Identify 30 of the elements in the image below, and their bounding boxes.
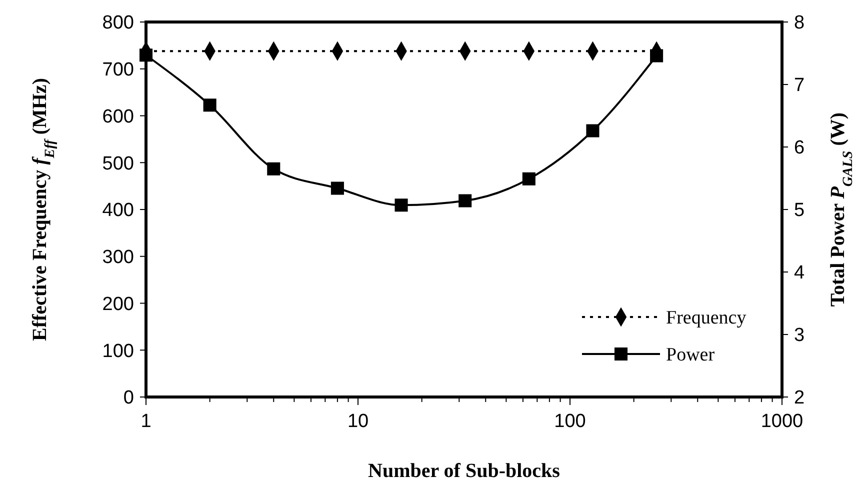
x-tick-label: 10 — [347, 411, 369, 432]
y-tick-label: 500 — [102, 153, 134, 174]
point — [522, 172, 536, 186]
y2-tick-label: 8 — [794, 12, 805, 34]
y-tick-label: 800 — [102, 12, 134, 34]
y-tick-label: 100 — [102, 340, 134, 362]
y2-tick-label: 7 — [794, 75, 805, 96]
legend-label: Frequency — [666, 308, 747, 329]
point — [330, 182, 344, 195]
point — [267, 162, 280, 176]
y2-tick-label: 6 — [794, 138, 805, 159]
point — [586, 124, 600, 138]
y2-tick-label: 3 — [794, 325, 805, 346]
x-tick-label: 100 — [554, 411, 586, 432]
point — [458, 194, 472, 208]
y-tick-label: 300 — [102, 247, 134, 268]
legend-label: Power — [666, 344, 716, 366]
y-tick-label: 200 — [102, 294, 134, 315]
y2-tick-label: 2 — [794, 388, 805, 409]
y2-tick-label: 4 — [794, 262, 805, 284]
y-tick-label: 0 — [123, 388, 134, 409]
y-tick-label: 700 — [102, 60, 134, 81]
x-axis-title: Number of Sub-blocks — [368, 460, 560, 482]
point — [203, 98, 216, 112]
point — [394, 198, 408, 212]
x-tick-label: 1 — [140, 411, 152, 432]
x-tick-label: 1000 — [760, 411, 804, 432]
y2-tick-label: 5 — [794, 200, 805, 222]
y-tick-label: 600 — [102, 106, 134, 128]
y-tick-label: 400 — [102, 200, 134, 222]
